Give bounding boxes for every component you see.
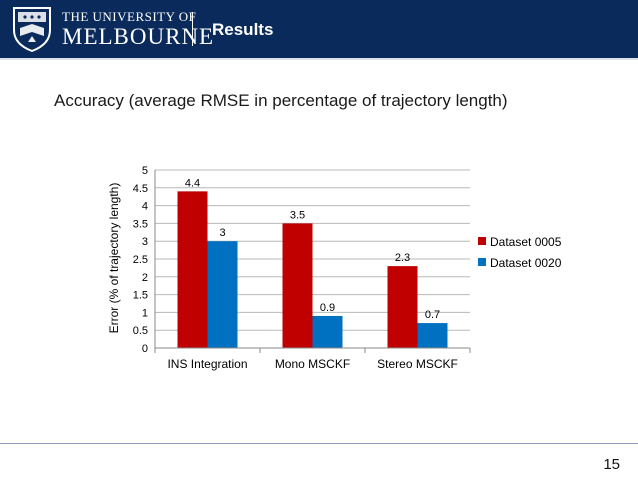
bar-dataset-0020	[417, 323, 448, 348]
x-category-label: INS Integration	[167, 357, 247, 371]
y-tick-label: 1.5	[133, 290, 148, 302]
y-tick-label: 3	[142, 236, 148, 248]
bar-dataset-0005	[387, 266, 418, 348]
bar-dataset-0005	[282, 223, 313, 348]
x-category-label: Mono MSCKF	[275, 357, 350, 371]
header-bar: THE UNIVERSITY OF MELBOURNE Results	[0, 0, 638, 58]
y-tick-label: 4.5	[133, 183, 148, 195]
university-name-line2: MELBOURNE	[62, 24, 215, 49]
y-tick-label: 2.5	[133, 254, 148, 266]
slide-subtitle: Accuracy (average RMSE in percentage of …	[54, 91, 508, 110]
header-divider	[192, 12, 193, 46]
page-number: 15	[603, 456, 620, 473]
y-tick-label: 0.5	[133, 325, 148, 337]
data-label: 2.3	[395, 252, 410, 264]
y-tick-label: 4	[142, 201, 148, 213]
header-rule	[0, 58, 638, 60]
data-label: 0.7	[425, 309, 440, 321]
y-tick-label: 0	[142, 343, 148, 355]
university-crest-icon	[13, 7, 51, 52]
bar-dataset-0020	[207, 241, 238, 348]
legend-swatch	[478, 237, 486, 245]
legend-swatch	[478, 258, 486, 266]
university-name-line1: THE UNIVERSITY OF	[62, 9, 197, 24]
y-tick-label: 2	[142, 272, 148, 284]
data-label: 3	[219, 227, 225, 239]
footer-rule	[0, 443, 638, 444]
x-category-label: Stereo MSCKF	[377, 357, 458, 371]
data-label: 0.9	[320, 302, 335, 314]
bar-dataset-0020	[312, 315, 343, 348]
y-tick-label: 1	[142, 307, 148, 319]
legend-label: Dataset 0005	[490, 235, 562, 249]
data-label: 3.5	[290, 209, 305, 221]
y-axis-title: Error (% of trajectory length)	[107, 183, 121, 334]
bar-dataset-0005	[177, 191, 208, 348]
slide-header-title: Results	[212, 20, 274, 39]
bar-chart: 4.4 3 3.5 0.9 2.3 0.7 0 0.5 1 1.5 2 2.5 3 3.5 4 4.5 5 IN…	[107, 165, 562, 371]
y-tick-label: 3.5	[133, 218, 148, 230]
data-label: 4.4	[185, 177, 200, 189]
legend-label: Dataset 0020	[490, 256, 562, 270]
y-tick-label: 5	[142, 165, 148, 177]
